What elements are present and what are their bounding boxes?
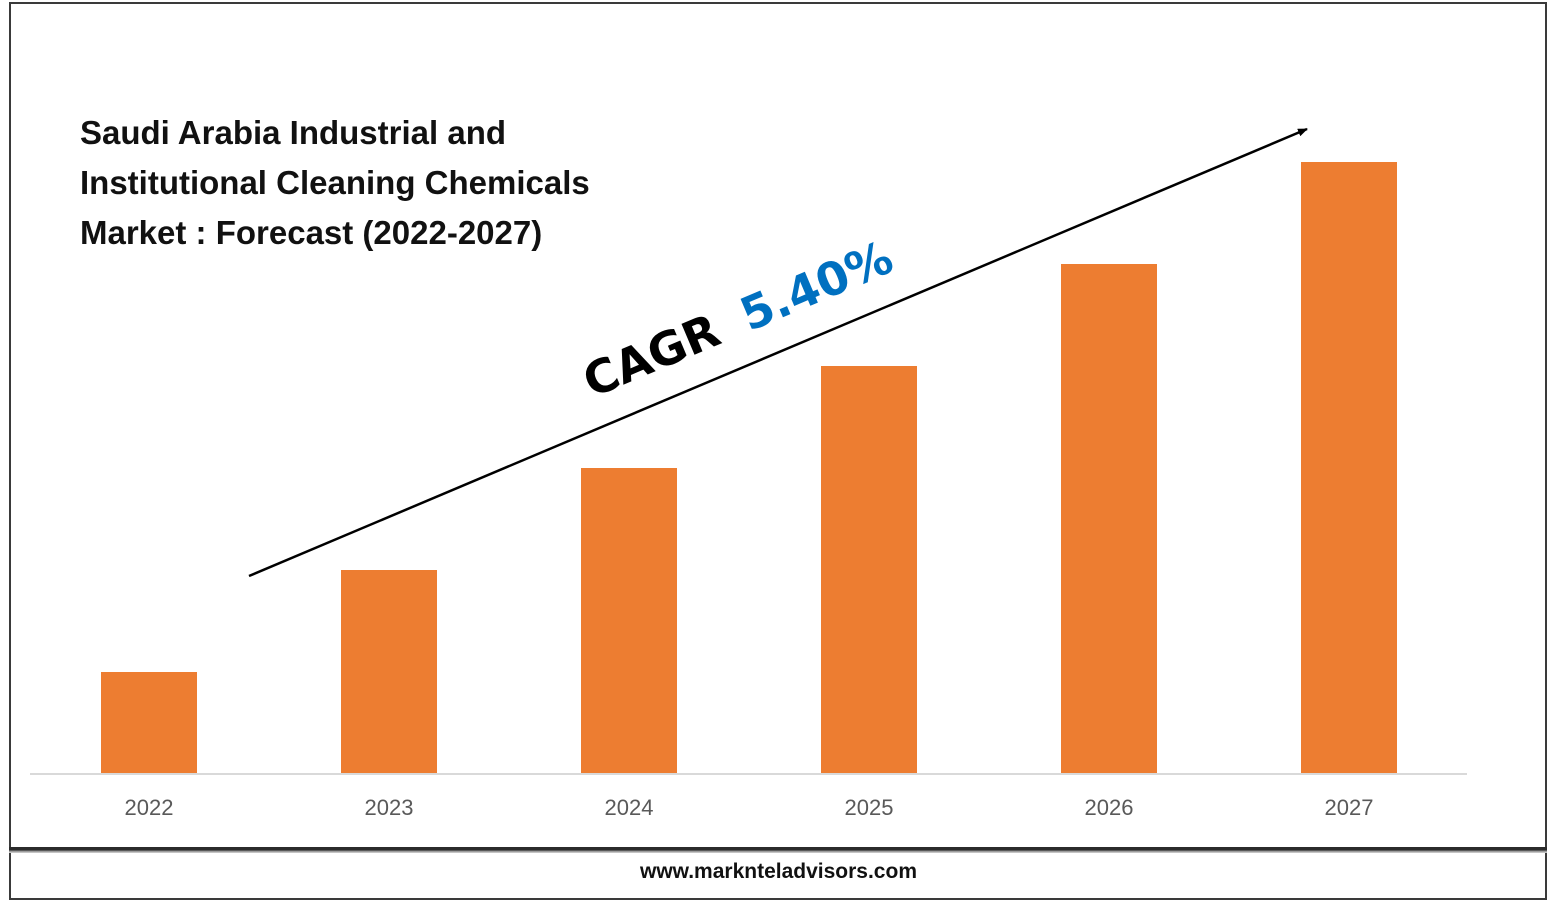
footer-divider — [9, 847, 1547, 853]
x-tick-2027: 2027 — [1325, 795, 1374, 820]
x-tick-2026: 2026 — [1085, 795, 1134, 820]
cagr-label: CAGR — [575, 303, 727, 408]
x-tick-2025: 2025 — [845, 795, 894, 820]
chart-title: Saudi Arabia Industrial and Institutiona… — [80, 108, 680, 258]
bar-2027 — [1301, 162, 1397, 774]
bars-layer — [101, 162, 1397, 774]
bar-2026 — [1061, 264, 1157, 774]
trend-arrow — [248, 127, 1308, 578]
bar-2023 — [341, 570, 437, 774]
bar-2025 — [821, 366, 917, 774]
bar-2022 — [101, 672, 197, 774]
x-tick-2022: 2022 — [125, 795, 174, 820]
x-tick-labels: 2022 2023 2024 2025 2026 2027 — [125, 795, 1374, 820]
bar-2024 — [581, 468, 677, 774]
chart-title-line-3: Market : Forecast (2022-2027) — [80, 214, 543, 251]
cagr-value: 5.40% — [732, 230, 900, 342]
x-tick-2023: 2023 — [365, 795, 414, 820]
chart-title-line-2: Institutional Cleaning Chemicals — [80, 164, 590, 201]
chart-frame — [9, 2, 1547, 900]
footer-url: www.marknteladvisors.com — [640, 860, 917, 883]
chart-title-line-1: Saudi Arabia Industrial and — [80, 114, 507, 151]
x-tick-2024: 2024 — [605, 795, 654, 820]
